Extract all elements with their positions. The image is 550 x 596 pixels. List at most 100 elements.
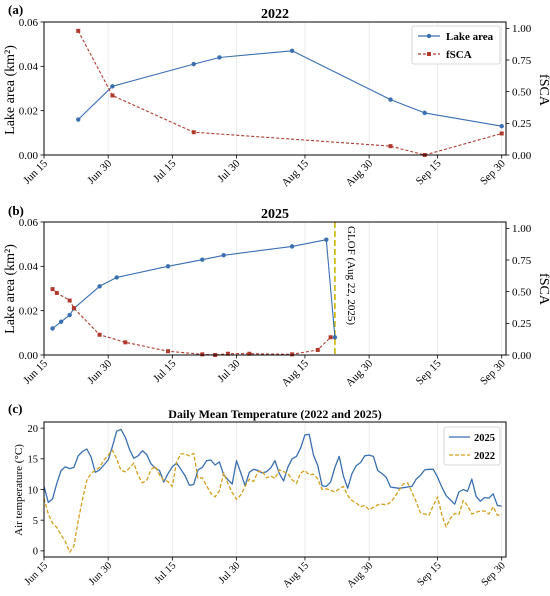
xtick-label-1: Jun 30 [87,560,114,587]
panel-c-legend-2025-label: 2025 [474,433,495,444]
series-fsca-line [77,30,502,156]
y2tick-label-0: 0.00 [512,150,532,162]
xtick-label-7: Sep 30 [478,157,508,187]
ytick-label-3: 0.06 [19,17,39,29]
lake-area-point-1 [58,319,64,324]
panel-b-glof-label: GLOF (Aug 22, 2025) [345,226,357,325]
panel-c-chart: (c) Daily Mean Temperature (2022 and 202… [8,401,508,590]
xtick-label-1: Jun 30 [85,357,114,386]
panel-a-yticks: 0.00 0.02 0.04 0.06 [19,17,44,162]
ytick-label-0: 0.00 [19,150,39,162]
panel-c-legend: 2025 2022 [443,426,501,466]
panel-a-ylabel: Lake area (km²) [3,45,18,135]
panel-c-legend-2022-label: 2022 [474,451,495,462]
ytick-label-1: 5 [33,516,38,527]
xtick-label-7: Sep 30 [480,560,508,588]
ytick-label-2: 0.04 [19,261,39,273]
ytick-label-3: 0.06 [19,217,39,229]
ytick-label-1: 0.02 [19,105,38,117]
panel-b-title: 2025 [261,207,289,222]
xtick-label-5: Aug 30 [344,357,376,389]
y2tick-label-3: 0.75 [512,55,532,67]
panel-b-y2label: fSCA [536,273,550,306]
panel-b-frame [43,221,507,356]
xtick-label-5: Aug 30 [345,560,375,590]
xtick-label-6: Sep 15 [414,357,444,387]
panel-c-title: Daily Mean Temperature (2022 and 2025) [168,407,381,421]
lake-area-point-1 [110,84,115,89]
fsca-point-13 [328,335,333,340]
y2tick-label-2: 0.50 [512,286,532,298]
panel-b-xticks: Jun 15 Jun 30 Jul 15 Jul 30 Aug 15 Aug 30 Sep … [21,355,508,389]
fsca-point-5 [123,340,128,345]
xtick-label-5: Aug 30 [344,157,376,189]
panel-c-yticks: 0 5 10 15 20 [28,424,44,558]
panel-a-xticks: Jun 15 Jun 30 Jul 15 Jul 30 Aug 15 Aug 30 Sep … [21,155,508,189]
panel-a-chart: (a) 2022 Lake area (km²) fSCA 0.000.020.… [3,2,550,189]
lake-area-point-0 [50,326,55,331]
lake-area-point-4 [97,284,102,289]
xtick-label-3: Jul 30 [215,357,243,385]
panel-b-chart: (b) 2025 Lake area (km²) fSCA GLOF (Aug … [3,203,550,389]
panel-a-letter: (a) [8,2,23,17]
xtick-label-3: Jul 30 [217,560,243,586]
y2tick-label-2: 0.50 [512,86,532,98]
panel-b-series [50,237,338,357]
panel-c-ylabel: Air temperature (°C) [13,444,25,536]
lake-area-point-8 [221,253,226,258]
fsca-point-5 [499,131,504,136]
fsca-point-10 [247,351,252,356]
lake-area-point-6 [165,264,171,269]
fsca-point-2 [191,130,196,135]
lake-area-point-2 [67,312,72,318]
xtick-label-4: Aug 15 [281,560,311,590]
xtick-label-4: Aug 15 [279,157,311,189]
lake-area-point-11 [332,335,338,340]
fsca-point-2 [67,298,72,303]
fsca-point-0 [76,28,81,33]
fsca-point-0 [50,287,55,292]
panel-a-legend-fsca-marker [427,52,431,56]
fsca-point-7 [200,352,205,357]
lake-area-point-9 [289,244,295,249]
y2tick-label-0: 0.00 [512,350,532,362]
lake-area-point-6 [422,110,427,116]
panel-a-y2ticks: 0.00 0.25 0.50 0.75 1.00 [506,23,532,162]
series-2025-line [43,428,502,507]
fsca-point-11 [290,352,295,357]
y2tick-label-3: 0.75 [512,255,532,267]
fsca-point-6 [166,349,171,354]
panel-b-grid [43,222,503,355]
panel-a-legend: Lake area fSCA [411,25,501,65]
panel-b-y2ticks: 0.00 0.25 0.50 0.75 1.00 [506,223,532,362]
xtick-label-2: Jul 15 [151,357,179,385]
lake-area-point-5 [114,275,119,280]
panel-b-letter: (b) [8,203,24,218]
ytick-label-1: 0.02 [19,305,38,317]
xtick-label-6: Sep 15 [414,157,444,187]
series-2022-line [43,449,502,553]
panel-c-series [43,428,502,553]
panel-b-ylabel: Lake area (km²) [3,244,18,334]
y2tick-label-4: 1.00 [512,223,532,235]
ytick-label-3: 15 [28,455,39,466]
series-lake-area-line [52,239,336,338]
fsca-point-1 [54,290,59,295]
lake-area-point-2 [191,61,196,67]
panel-b-yticks: 0.00 0.02 0.04 0.06 [19,217,44,362]
xtick-label-0: Jun 15 [23,560,50,587]
fsca-point-1 [110,93,115,98]
xtick-label-4: Aug 15 [279,357,311,389]
y2tick-label-4: 1.00 [512,23,532,35]
panel-a-legend-fsca-label: fSCA [446,49,472,61]
xtick-label-2: Jul 15 [151,157,179,185]
panel-a-y2label: fSCA [536,74,550,107]
panel-a-legend-lake-label: Lake area [446,31,494,43]
xtick-label-6: Sep 15 [415,560,443,588]
series-lake-area-line [77,50,502,127]
xtick-label-3: Jul 30 [215,157,243,185]
fsca-point-9 [225,351,230,356]
fsca-point-12 [315,347,320,352]
ytick-label-2: 10 [28,485,39,496]
